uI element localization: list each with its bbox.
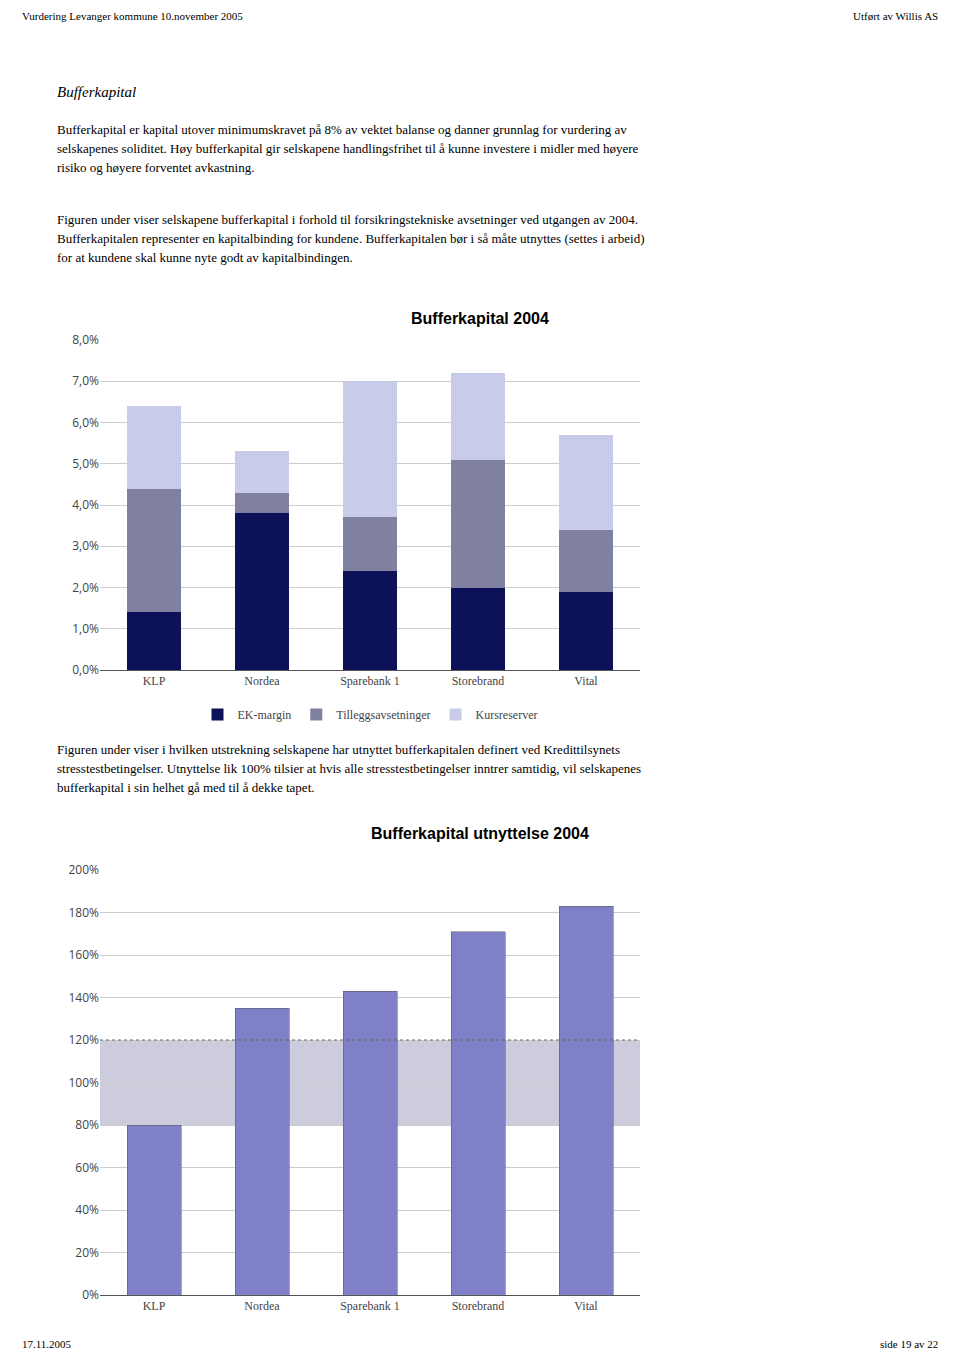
svg-text:2,0%: 2,0% xyxy=(72,579,99,596)
svg-text:Vital: Vital xyxy=(574,674,598,688)
svg-text:selskapenes soliditet. Høy buf: selskapenes soliditet. Høy bufferkapital… xyxy=(57,141,639,156)
svg-text:bufferkapital i sin helhet gå: bufferkapital i sin helhet gå med til å … xyxy=(57,780,315,795)
svg-text:Bufferkapitalen representer en: Bufferkapitalen representer en kapitalbi… xyxy=(57,231,645,246)
svg-text:120%: 120% xyxy=(68,1031,99,1048)
svg-text:1,0%: 1,0% xyxy=(72,620,99,637)
svg-text:Bufferkapital 2004: Bufferkapital 2004 xyxy=(411,310,549,327)
svg-text:Sparebank 1: Sparebank 1 xyxy=(340,1299,400,1313)
svg-text:for at kundene skal kunne nyte: for at kundene skal kunne nyte godt av k… xyxy=(57,250,353,265)
svg-text:Bufferkapital: Bufferkapital xyxy=(57,84,136,100)
svg-text:60%: 60% xyxy=(75,1159,99,1176)
svg-text:100%: 100% xyxy=(68,1074,99,1091)
svg-text:7,0%: 7,0% xyxy=(72,372,99,389)
svg-text:Storebrand: Storebrand xyxy=(452,1299,505,1313)
svg-text:Bufferkapital utnyttelse 2004: Bufferkapital utnyttelse 2004 xyxy=(371,825,589,842)
svg-text:160%: 160% xyxy=(68,946,99,963)
svg-text:20%: 20% xyxy=(75,1244,99,1261)
svg-text:Bufferkapital er kapital utove: Bufferkapital er kapital utover minimums… xyxy=(57,122,627,137)
svg-text:EK-margin: EK-margin xyxy=(238,708,292,722)
svg-text:40%: 40% xyxy=(75,1201,99,1218)
svg-text:4,0%: 4,0% xyxy=(72,496,99,513)
svg-text:Utført av Willis AS: Utført av Willis AS xyxy=(853,10,938,22)
svg-text:Vurdering Levanger kommune 10.: Vurdering Levanger kommune 10.november 2… xyxy=(22,10,243,22)
svg-text:KLP: KLP xyxy=(143,674,166,688)
svg-text:17.11.2005: 17.11.2005 xyxy=(22,1338,72,1350)
svg-text:risiko og høyere forventet avk: risiko og høyere forventet avkastning. xyxy=(57,160,254,175)
svg-text:Figuren under viser i hvilken: Figuren under viser i hvilken utstreknin… xyxy=(57,742,620,757)
svg-text:Vital: Vital xyxy=(574,1299,598,1313)
svg-text:5,0%: 5,0% xyxy=(72,455,99,472)
svg-text:Figuren under viser selskapene: Figuren under viser selskapene bufferkap… xyxy=(57,212,638,227)
svg-text:6,0%: 6,0% xyxy=(72,414,99,431)
svg-text:0%: 0% xyxy=(82,1286,99,1303)
svg-text:Nordea: Nordea xyxy=(244,1299,280,1313)
svg-text:140%: 140% xyxy=(68,989,99,1006)
svg-text:Tilleggsavsetninger: Tilleggsavsetninger xyxy=(336,708,430,722)
svg-text:stresstestbetingelser. Utnytte: stresstestbetingelser. Utnyttelse lik 10… xyxy=(57,761,641,776)
svg-text:8,0%: 8,0% xyxy=(72,331,99,348)
svg-text:Sparebank 1: Sparebank 1 xyxy=(340,674,400,688)
svg-text:Kursreserver: Kursreserver xyxy=(475,708,537,722)
svg-text:180%: 180% xyxy=(68,904,99,921)
svg-text:3,0%: 3,0% xyxy=(72,537,99,554)
svg-text:200%: 200% xyxy=(68,861,99,878)
svg-text:Storebrand: Storebrand xyxy=(452,674,505,688)
svg-text:KLP: KLP xyxy=(143,1299,166,1313)
svg-text:side 19 av 22: side 19 av 22 xyxy=(880,1338,938,1350)
svg-text:Nordea: Nordea xyxy=(244,674,280,688)
svg-text:0,0%: 0,0% xyxy=(72,661,99,678)
svg-text:80%: 80% xyxy=(75,1116,99,1133)
